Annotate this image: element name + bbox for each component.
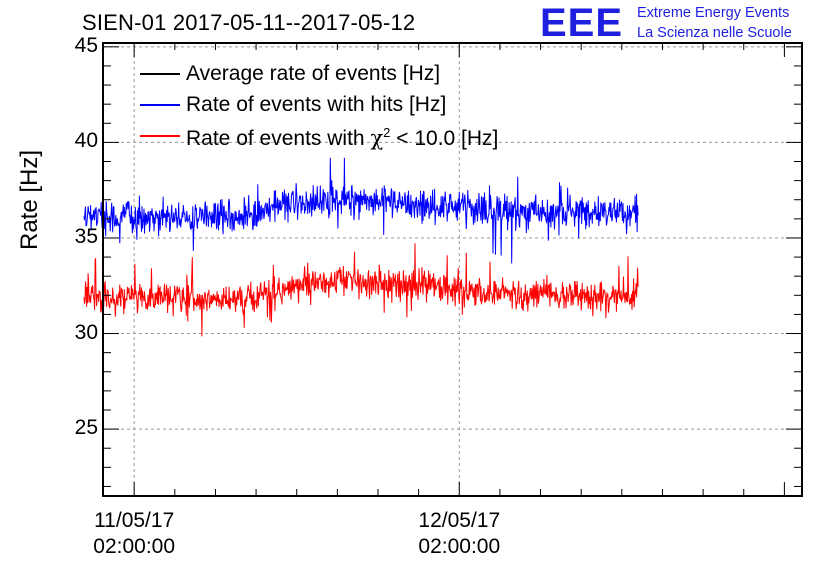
logo-line-2: La Scienza nelle Scuole [637,25,792,41]
legend-chi2-suffix: < 10.0 [Hz] [390,126,499,150]
legend-swatch-black [140,72,180,75]
series-line-1 [83,157,639,264]
y-tick-label: 40 [74,129,98,153]
x-tick-label: 11/05/17 02:00:00 [74,508,194,560]
legend: Average rate of events [Hz] Rate of even… [140,58,498,151]
eee-logo: EEE [540,1,624,45]
x-tick-time: 02:00:00 [93,535,176,558]
x-tick-time: 02:00:00 [418,535,501,558]
logo-line-1: Extreme Energy Events [637,5,790,21]
legend-swatch-red [140,134,180,137]
x-tick-date: 12/05/17 [418,509,501,532]
y-tick-label: 35 [74,224,98,248]
legend-chi-exponent: 2 [383,124,391,140]
legend-label-hits: Rate of events with hits [Hz] [186,92,447,116]
x-tick-date: 11/05/17 [94,509,175,532]
series-line-2 [83,243,639,337]
legend-chi-symbol: χ [370,125,384,150]
legend-swatch-blue [140,103,180,106]
chart-title: SIEN-01 2017-05-11--2017-05-12 [82,10,416,35]
legend-label-chi2: Rate of events with χ2 < 10.0 [Hz] [186,118,498,154]
legend-item-chi2: Rate of events with χ2 < 10.0 [Hz] [140,120,498,151]
y-tick-label: 30 [74,320,98,344]
legend-item-average: Average rate of events [Hz] [140,58,498,89]
legend-item-hits: Rate of events with hits [Hz] [140,89,498,120]
legend-label-average: Average rate of events [Hz] [186,61,441,85]
logo-caption: Extreme Energy Events La Scienza nelle S… [637,3,792,43]
y-tick-label: 45 [74,33,98,57]
plot-frame [102,42,803,497]
y-tick-label: 25 [74,416,98,440]
legend-chi2-prefix: Rate of events with [186,126,371,150]
x-tick-label: 12/05/17 02:00:00 [399,508,519,560]
